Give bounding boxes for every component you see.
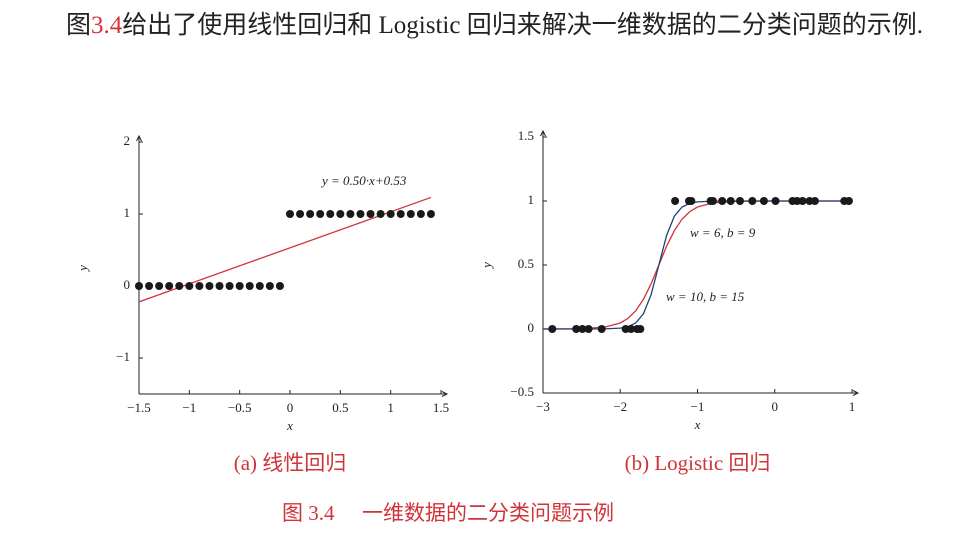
data-point: [366, 210, 375, 218]
line-label: w = 10, b = 15: [666, 289, 745, 304]
data-point: [687, 197, 696, 205]
data-point: [376, 210, 385, 218]
data-point: [578, 325, 587, 333]
data-point: [798, 197, 807, 205]
data-point: [748, 197, 757, 205]
y-axis-label: y: [479, 262, 494, 270]
x-tick-label: −1.5: [127, 400, 151, 415]
data-point: [735, 197, 744, 205]
x-tick-label: 0: [772, 399, 779, 414]
x-tick-label: −1: [691, 399, 705, 414]
data-point: [215, 282, 224, 290]
y-tick-label: 0: [124, 277, 131, 292]
data-point: [286, 210, 294, 218]
line-label: y = 0.50·x+0.53: [320, 173, 407, 188]
data-point: [810, 197, 819, 205]
data-point: [759, 197, 768, 205]
data-point: [584, 325, 593, 333]
data-point: [296, 210, 305, 218]
data-point: [346, 210, 355, 218]
y-tick-label: 1.5: [518, 128, 534, 143]
data-point: [386, 210, 395, 218]
data-point: [185, 282, 194, 290]
x-tick-label: −3: [536, 399, 550, 414]
figure-ref[interactable]: 3.4: [91, 12, 123, 39]
x-tick-label: 1: [849, 399, 856, 414]
data-point: [175, 282, 184, 290]
data-point: [416, 210, 425, 218]
data-point: [844, 197, 853, 205]
data-point: [316, 210, 325, 218]
x-tick-label: 1: [387, 400, 394, 415]
figure-label: 图 3.4: [282, 501, 335, 525]
data-point: [726, 197, 735, 205]
data-point: [671, 197, 680, 205]
x-tick-label: −0.5: [228, 400, 252, 415]
figure-caption: 一维数据的二分类问题示例: [362, 501, 614, 525]
data-point: [195, 282, 204, 290]
data-point: [326, 210, 335, 218]
data-point: [406, 210, 415, 218]
data-point: [426, 210, 435, 218]
y-tick-label: 0.5: [518, 256, 534, 271]
y-tick-label: 1: [124, 205, 131, 220]
data-point: [225, 282, 234, 290]
y-axis: [540, 129, 546, 393]
data-point: [306, 210, 315, 218]
subcaption: (b) Logistic 回归: [625, 451, 771, 475]
data-point: [145, 282, 154, 290]
y-tick-label: −0.5: [510, 384, 534, 399]
x-tick-label: 1.5: [433, 400, 449, 415]
data-point: [275, 282, 284, 290]
data-point: [336, 210, 345, 218]
y-axis: [136, 134, 142, 394]
line-label: w = 6, b = 9: [690, 225, 756, 240]
data-point: [718, 197, 727, 205]
data-point: [135, 282, 143, 290]
y-tick-label: 1: [528, 192, 535, 207]
x-tick-label: 0: [287, 400, 294, 415]
data-point: [708, 197, 717, 205]
x-axis: [139, 391, 449, 397]
data-point: [356, 210, 365, 218]
x-axis-label: x: [286, 418, 293, 433]
y-tick-label: −1: [116, 349, 130, 364]
paragraph: 图3.4给出了使用线性回归和 Logistic 回归来解决一维数据的二分类问题的…: [8, 4, 958, 47]
x-tick-label: 0.5: [332, 400, 348, 415]
data-point: [771, 197, 780, 205]
x-axis: [543, 390, 860, 396]
data-point: [627, 325, 636, 333]
y-tick-label: 2: [124, 133, 131, 148]
data-point: [235, 282, 244, 290]
data-point: [165, 282, 174, 290]
x-tick-label: −2: [613, 399, 627, 414]
data-point: [396, 210, 405, 218]
data-point: [597, 325, 606, 333]
y-tick-label: 0: [528, 320, 535, 335]
fit-line: [543, 200, 852, 330]
y-axis-label: y: [75, 265, 90, 273]
fit-line: [542, 200, 852, 330]
data-point: [155, 282, 164, 290]
text: 图: [66, 12, 92, 39]
data-point: [636, 325, 645, 333]
x-axis-label: x: [694, 417, 701, 432]
data-point: [548, 325, 557, 333]
data-point: [245, 282, 254, 290]
data-point: [265, 282, 274, 290]
data-point: [255, 282, 264, 290]
text: 给出了使用线性回归和 Logistic 回归来解决一维数据的二分类问题的示例.: [122, 12, 923, 39]
data-point: [205, 282, 214, 290]
data-point: [572, 325, 581, 333]
subcaption: (a) 线性回归: [234, 451, 347, 475]
x-tick-label: −1: [182, 400, 196, 415]
